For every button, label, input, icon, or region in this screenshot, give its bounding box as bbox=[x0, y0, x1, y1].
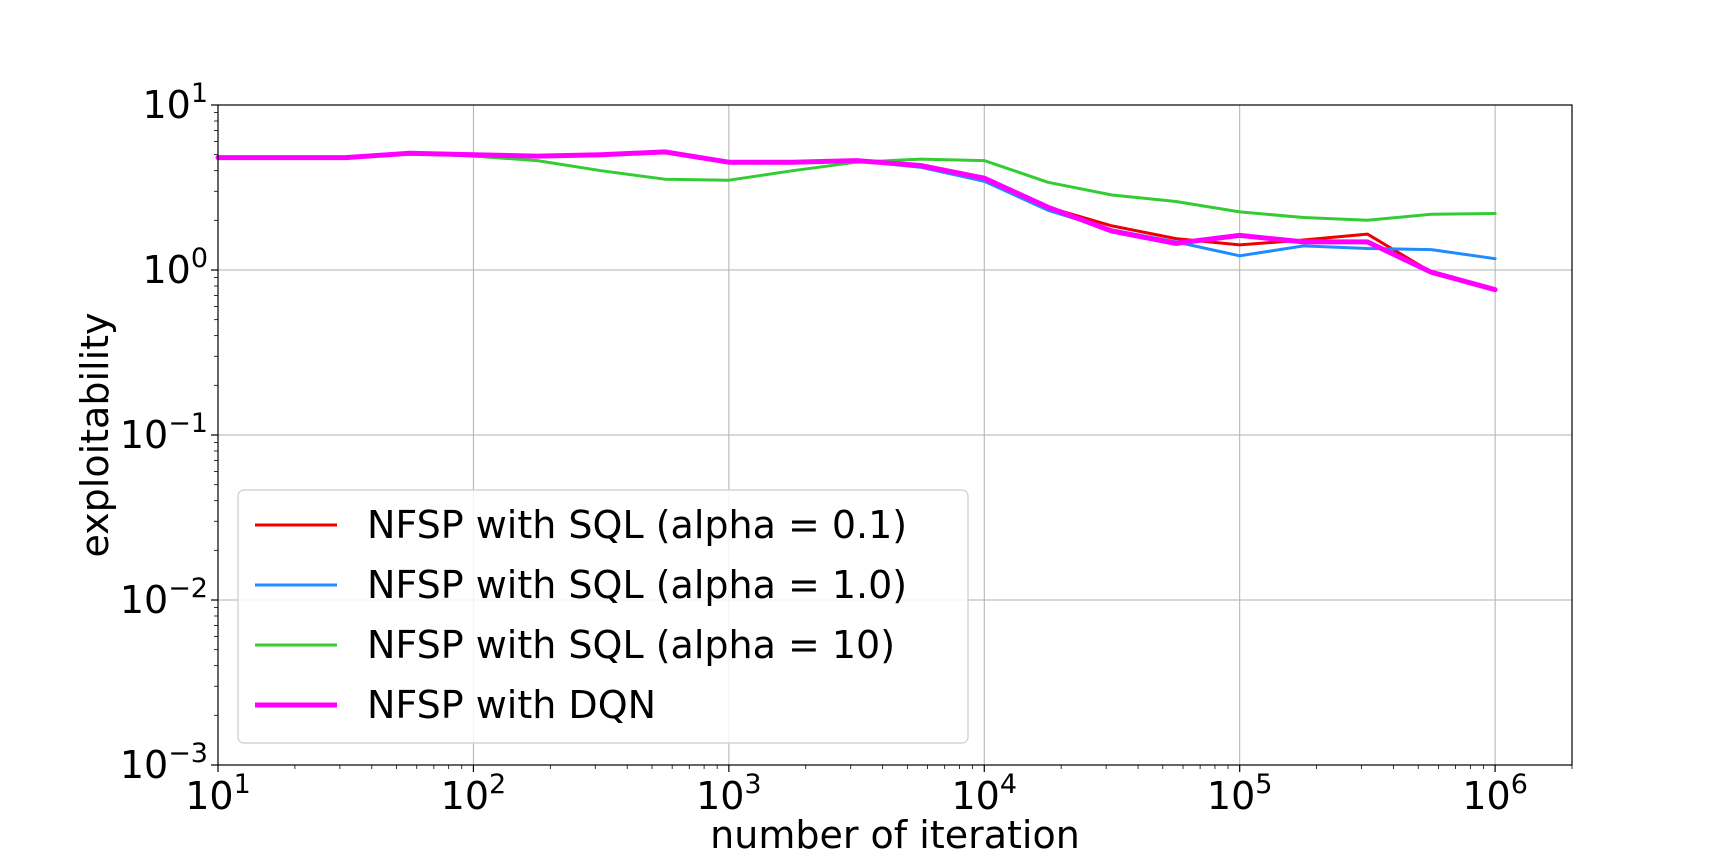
x-tick-exponent: 4 bbox=[1000, 769, 1017, 800]
x-tick-exponent: 6 bbox=[1511, 769, 1528, 800]
x-tick-base: 10 bbox=[1462, 774, 1510, 818]
legend: NFSP with SQL (alpha = 0.1) NFSP with SQL… bbox=[237, 489, 969, 744]
y-tick-exponent: 1 bbox=[191, 78, 208, 109]
y-tick-label: 101 bbox=[142, 78, 208, 127]
x-tick-label: 101 bbox=[185, 769, 251, 818]
x-tick-exponent: 2 bbox=[489, 769, 506, 800]
y-tick-base: 10 bbox=[120, 578, 168, 622]
y-tick-base: 10 bbox=[142, 248, 190, 292]
y-tick-label: 10−2 bbox=[120, 573, 208, 622]
series-line-3 bbox=[216, 151, 1497, 222]
series-line-4 bbox=[215, 149, 1498, 293]
x-tick-exponent: 5 bbox=[1255, 769, 1272, 800]
y-tick-label: 10−3 bbox=[120, 738, 208, 787]
legend-label: NFSP with SQL (alpha = 0.1) bbox=[367, 503, 907, 547]
x-tick-label: 105 bbox=[1207, 769, 1273, 818]
y-tick-exponent: 0 bbox=[191, 243, 208, 274]
x-tick-base: 10 bbox=[441, 774, 489, 818]
x-tick-label: 106 bbox=[1462, 769, 1528, 818]
legend-label: NFSP with SQL (alpha = 1.0) bbox=[367, 563, 907, 607]
x-axis-ticks: 101 102 103 104 105 106 bbox=[185, 765, 1573, 818]
x-tick-base: 10 bbox=[951, 774, 999, 818]
y-tick-exponent: −1 bbox=[168, 408, 208, 439]
x-tick-label: 104 bbox=[951, 769, 1017, 818]
y-tick-base: 10 bbox=[120, 413, 168, 457]
y-axis-label: exploitability bbox=[73, 312, 117, 557]
y-tick-base: 10 bbox=[120, 743, 168, 787]
legend-label: NFSP with DQN bbox=[367, 683, 656, 727]
x-axis-label: number of iteration bbox=[710, 813, 1080, 857]
legend-label: NFSP with SQL (alpha = 10) bbox=[367, 623, 895, 667]
legend-box bbox=[237, 489, 969, 744]
series-line-1 bbox=[216, 150, 1497, 292]
series-lines bbox=[215, 149, 1498, 293]
x-tick-base: 10 bbox=[185, 774, 233, 818]
x-tick-base: 10 bbox=[1207, 774, 1255, 818]
y-tick-base: 10 bbox=[142, 83, 190, 127]
y-tick-label: 10−1 bbox=[120, 408, 208, 457]
x-tick-exponent: 1 bbox=[234, 769, 251, 800]
x-tick-exponent: 3 bbox=[744, 769, 761, 800]
x-tick-label: 102 bbox=[441, 769, 507, 818]
y-tick-exponent: −2 bbox=[168, 573, 208, 604]
y-tick-exponent: −3 bbox=[168, 738, 208, 769]
y-tick-label: 100 bbox=[142, 243, 208, 292]
x-tick-label: 103 bbox=[696, 769, 762, 818]
x-tick-base: 10 bbox=[696, 774, 744, 818]
